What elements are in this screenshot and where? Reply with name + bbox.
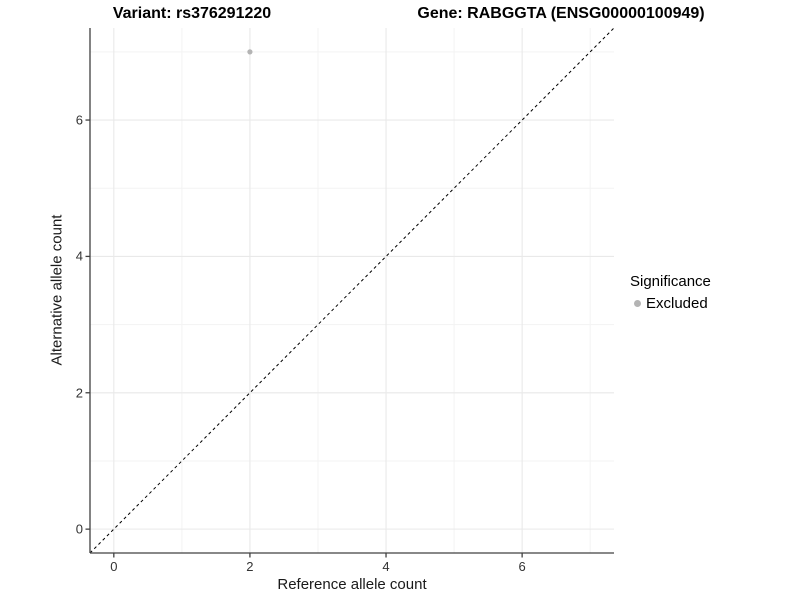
x-tick-label: 0 <box>110 559 118 574</box>
y-axis-title: Alternative allele count <box>48 214 66 366</box>
legend-item-excluded: Excluded <box>630 295 711 312</box>
y-tick-label: 2 <box>75 385 83 401</box>
y-tick-label: 6 <box>75 112 83 128</box>
plot-title-variant: Variant: rs376291220 <box>112 5 272 22</box>
y-tick-label: 0 <box>75 521 83 537</box>
plot-title-gene: Gene: RABGGTA (ENSG00000100949) <box>417 5 705 22</box>
data-point <box>247 49 253 55</box>
x-tick-label: 4 <box>382 559 390 574</box>
y-tick-label: 4 <box>75 248 83 264</box>
legend-item-label: Excluded <box>646 295 708 312</box>
identity-line <box>89 27 615 554</box>
x-axis-title: Reference allele count <box>277 576 427 593</box>
legend-title: Significance <box>630 273 711 290</box>
x-tick-label: 6 <box>518 559 526 574</box>
legend-point-icon <box>634 300 641 307</box>
legend: Significance Excluded <box>630 273 711 312</box>
x-tick-label: 2 <box>246 559 254 574</box>
